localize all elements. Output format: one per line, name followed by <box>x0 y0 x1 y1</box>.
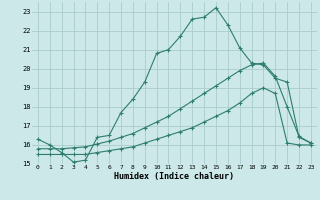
X-axis label: Humidex (Indice chaleur): Humidex (Indice chaleur) <box>115 172 234 181</box>
